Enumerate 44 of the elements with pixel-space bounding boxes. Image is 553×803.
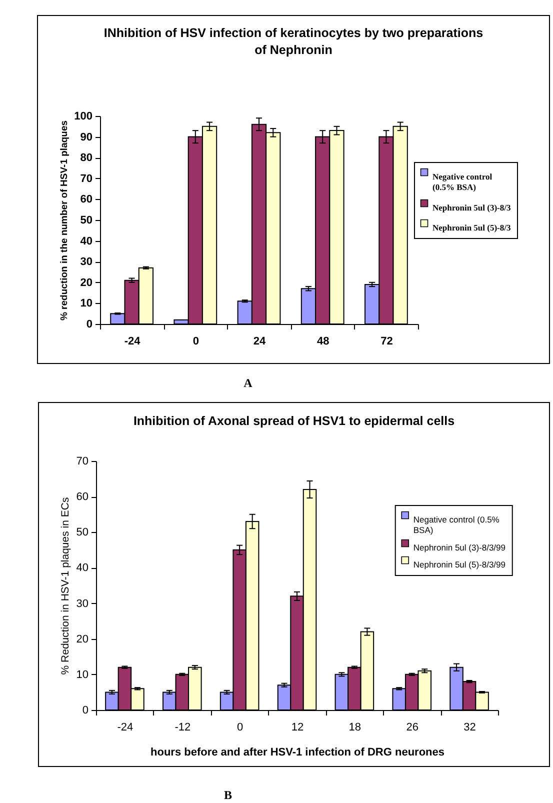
y-tick-label: 80 [80, 152, 92, 164]
y-tick-label: 0 [82, 704, 88, 716]
x-tick-label: 18 [348, 722, 362, 734]
y-tick-label: 20 [76, 633, 88, 646]
y-axis-title: % Reduction in HSV-1 plaques in ECs [59, 497, 72, 675]
legend-label: Nephronin 5ul (5)-8/3/99 [413, 559, 506, 570]
x-tick-label: -24 [117, 722, 134, 734]
legend-label: Nephronin 5ul (5)-8/3 [432, 222, 511, 232]
x-tick-label: -24 [124, 336, 142, 348]
x-tick-label: 12 [291, 722, 304, 734]
y-tick-label: 30 [76, 598, 88, 610]
chart-title: INhibition of HSV infection of keratinocytes by two preparations of Nephronin [102, 25, 484, 59]
legend-label: Nephronin 5ul (3)-8/3 [432, 202, 511, 212]
x-tick-label: 48 [316, 336, 330, 348]
y-tick-label: 30 [80, 256, 92, 268]
chart-title: Inhibition of Axonal spread of HSV1 to epidermal cells [132, 413, 456, 430]
x-tick-label: -12 [174, 722, 191, 734]
y-tick-label: 0 [86, 318, 92, 330]
y-tick-label: 40 [80, 235, 92, 248]
x-tick-label: 0 [237, 722, 244, 734]
text: A [244, 376, 252, 390]
text: B [224, 788, 232, 802]
y-tick-label: 40 [76, 562, 88, 574]
y-tick-label: 10 [76, 668, 88, 681]
y-tick-label: 20 [80, 276, 92, 289]
y-tick-label: 100 [74, 110, 92, 122]
y-tick-label: 70 [80, 172, 92, 185]
x-axis-title: hours before and after HSV-1 infection of DRG neurones [150, 746, 444, 758]
x-tick-label: 24 [253, 336, 266, 348]
y-tick-label: 50 [76, 526, 88, 539]
legend-label: Negative control (0.5% BSA) [413, 514, 500, 535]
x-tick-label: 72 [380, 336, 393, 348]
x-tick-label: 0 [192, 336, 199, 348]
legend-label: Negative control (0.5% BSA) [432, 171, 493, 192]
y-tick-label: 50 [80, 214, 92, 226]
x-tick-label: 26 [406, 722, 418, 734]
legend-label: Nephronin 5ul (3)-8/3/99 [413, 542, 506, 552]
y-tick-label: 60 [80, 194, 92, 206]
y-tick-label: 60 [76, 491, 88, 504]
x-tick-label: 32 [464, 722, 476, 734]
y-axis-title: % reduction in the number of HSV-1 plaques [59, 120, 70, 321]
y-tick-label: 10 [80, 298, 92, 310]
y-tick-label: 70 [76, 456, 88, 468]
y-tick-label: 90 [80, 131, 92, 144]
